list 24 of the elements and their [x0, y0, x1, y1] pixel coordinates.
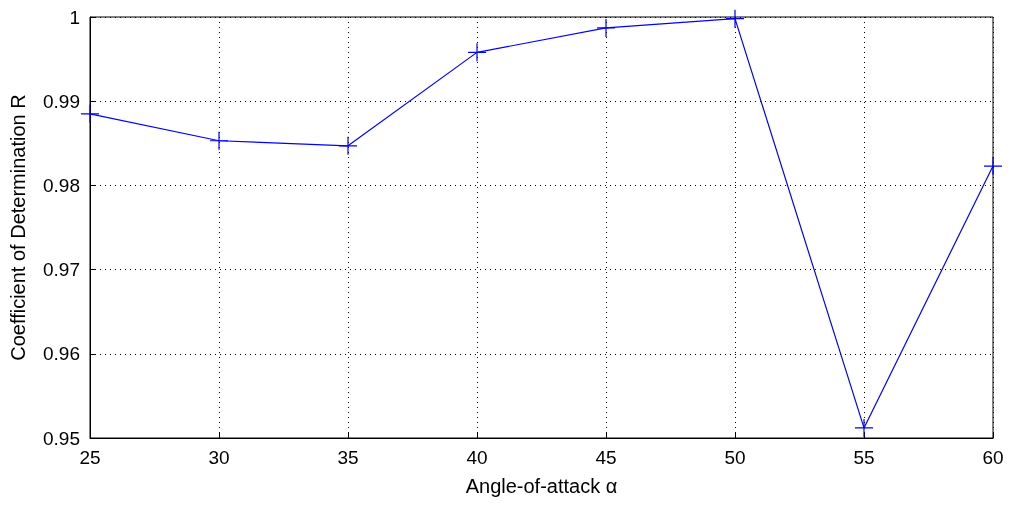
- point: [467, 42, 487, 62]
- point: [338, 136, 358, 156]
- point: [854, 418, 874, 438]
- point: [80, 104, 100, 124]
- y-tick-label: 0.99: [43, 90, 80, 112]
- point: [209, 131, 229, 151]
- y-tick-label: 0.96: [43, 343, 80, 365]
- point: [983, 156, 1003, 176]
- x-tick-label: 45: [595, 447, 617, 468]
- x-axis-title: Angle-of-attack α: [465, 475, 618, 497]
- point: [596, 18, 616, 38]
- x-tick-label: 30: [208, 447, 230, 468]
- x-tick-label: 50: [724, 447, 746, 468]
- point: [725, 9, 745, 29]
- y-tick-label: 1: [69, 6, 80, 28]
- y-tick-label: 0.97: [43, 259, 80, 281]
- x-tick-label: 40: [466, 447, 488, 468]
- x-tick-label: 60: [982, 447, 1004, 468]
- y-tick-label: 0.95: [43, 427, 80, 449]
- y-axis-title: Coefficient of Determination R: [7, 94, 29, 361]
- x-tick-label: 25: [79, 447, 101, 468]
- x-tick-label: 35: [337, 447, 359, 468]
- x-tick-label: 55: [853, 447, 875, 468]
- y-tick-label: 0.98: [43, 174, 80, 196]
